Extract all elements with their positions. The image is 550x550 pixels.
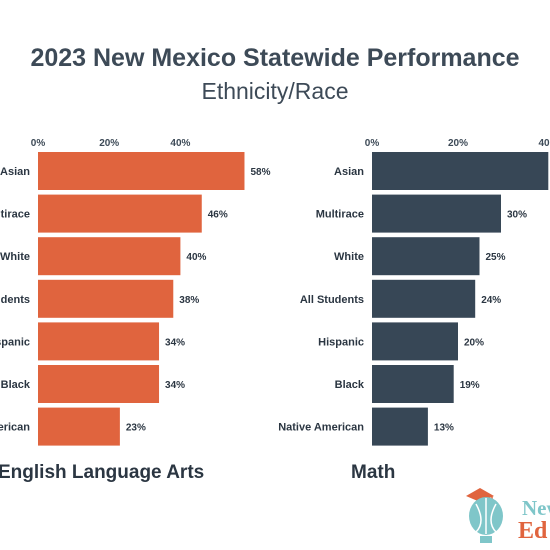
math-bar <box>372 365 454 403</box>
new-mexico-ed-logo: New Ed <box>462 474 550 549</box>
math-bar <box>372 322 458 361</box>
ela-data-label: 40% <box>186 252 206 263</box>
math-data-label: 19% <box>460 380 480 391</box>
math-category-label: Black <box>335 379 365 391</box>
balloon-icon <box>466 488 503 543</box>
ela-bar <box>38 279 174 318</box>
math-category-label: Hispanic <box>318 336 364 348</box>
ela-bar <box>38 365 160 403</box>
math-xtick: 20% <box>448 138 468 149</box>
ela-category-label: tudents <box>0 294 30 306</box>
math-category-label: Native American <box>278 422 364 434</box>
math-data-label: 20% <box>464 337 484 348</box>
ela-category-label: merican <box>0 422 30 434</box>
ela-xtick: 20% <box>99 138 119 149</box>
math-bar <box>372 194 501 233</box>
ela-data-label: 58% <box>250 167 270 178</box>
math-category-label: All Students <box>300 294 364 306</box>
math-category-label: White <box>334 251 364 263</box>
math-data-label: 13% <box>434 423 454 434</box>
ela-category-label: Asian <box>0 166 30 178</box>
ela-bar <box>38 194 202 233</box>
math-category-label: Asian <box>334 166 364 178</box>
ela-xtick: 0% <box>31 138 46 149</box>
logo-text-line1: New <box>522 496 550 520</box>
ela-category-label: ispanic <box>0 336 30 348</box>
math-category-label: Multirace <box>316 209 364 221</box>
math-xtick: 0% <box>365 138 380 149</box>
ela-panel-label: English Language Arts <box>0 462 205 483</box>
math-bar <box>372 237 480 276</box>
ela-data-label: 23% <box>126 423 146 434</box>
math-bar <box>372 407 428 446</box>
ela-data-label: 34% <box>165 380 185 391</box>
ela-category-label: Black <box>1 379 31 391</box>
math-data-label: 24% <box>481 295 501 306</box>
math-bar <box>372 279 476 318</box>
math-panel-label: Math <box>351 462 396 483</box>
ela-data-label: 34% <box>165 337 185 348</box>
ela-bar <box>38 152 245 190</box>
ela-xtick: 40% <box>170 138 190 149</box>
math-xtick: 40 <box>538 138 550 149</box>
math-data-label: 25% <box>486 252 506 263</box>
chart-title: 2023 New Mexico Statewide Performance <box>30 44 520 72</box>
math-bar <box>372 152 549 190</box>
chart-subtitle: Ethnicity/Race <box>201 78 349 104</box>
ela-category-label: White <box>0 251 30 263</box>
ela-bar <box>38 407 120 446</box>
math-data-label: 30% <box>507 210 527 221</box>
ela-data-label: 46% <box>208 210 228 221</box>
logo-text-line2: Ed <box>518 518 548 544</box>
ela-bar <box>38 237 181 276</box>
ela-category-label: ultirace <box>0 209 30 221</box>
ela-data-label: 38% <box>179 295 199 306</box>
ela-bar <box>38 322 160 361</box>
